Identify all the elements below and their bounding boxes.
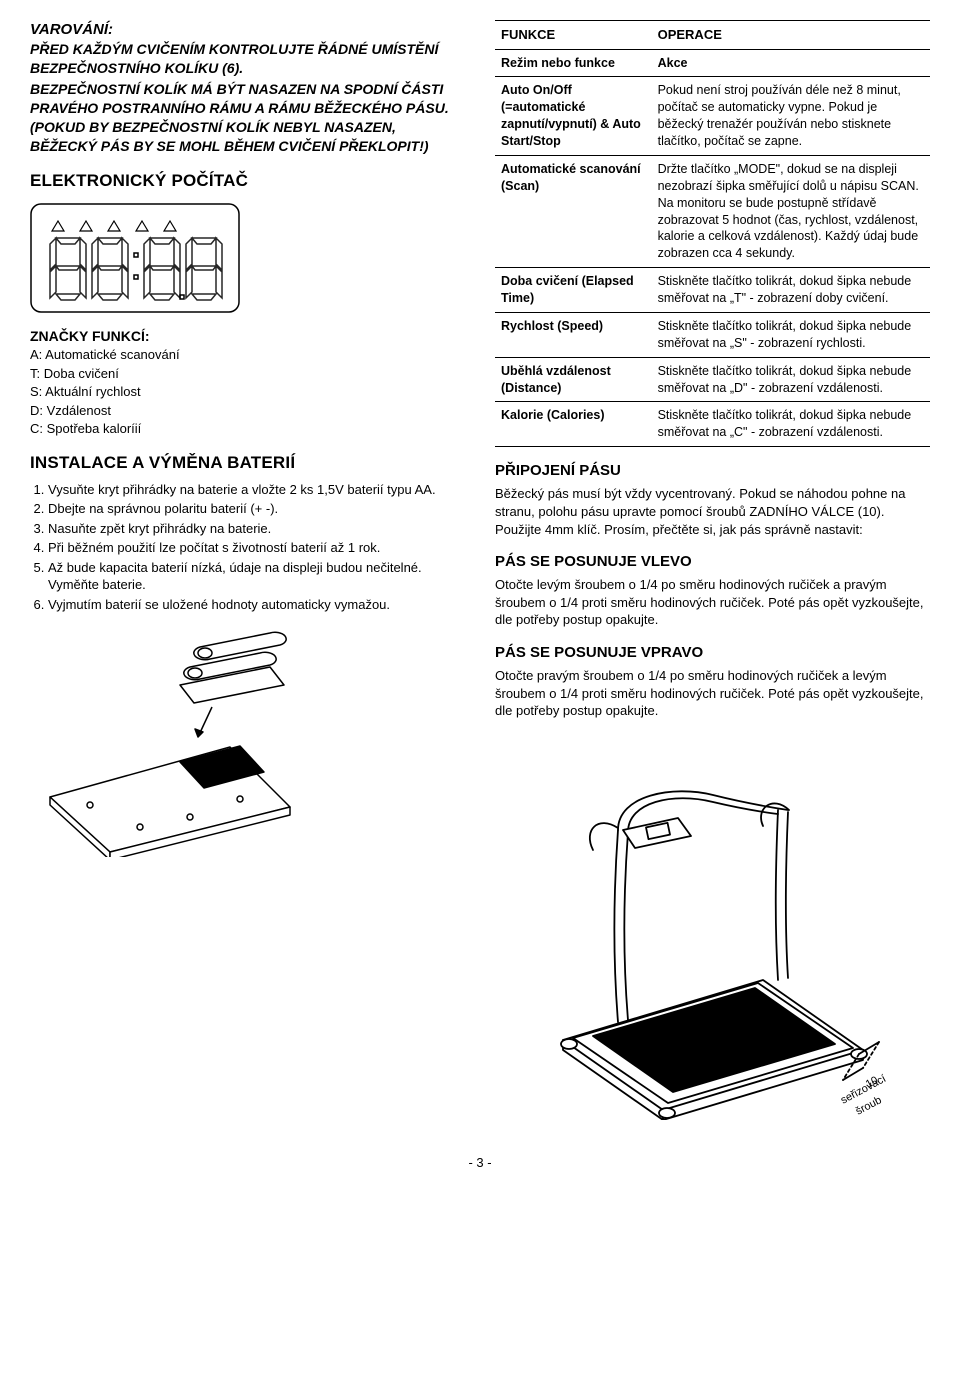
battery-figure [30,627,465,862]
belt-right-paragraph: Otočte pravým šroubem o 1/4 po směru hod… [495,667,930,720]
warning-title: VAROVÁNÍ: [30,20,465,40]
fn-item: S: Aktuální rychlost [30,383,465,401]
battery-steps: Vysuňte kryt přihrádky na baterie a vlož… [30,481,465,614]
row-f: Uběhlá vzdálenost (Distance) [495,357,652,402]
page-number: - 3 - [30,1154,930,1172]
row-o: Stiskněte tlačítko tolikrát, dokud šipka… [652,268,930,313]
step: Vyjmutím baterií se uložené hodnoty auto… [48,596,465,614]
belt-paragraph: Běžecký pás musí být vždy vycentrovaný. … [495,485,930,538]
row-o: Držte tlačítko „MODE", dokud se na displ… [652,155,930,267]
heading-belt: PŘIPOJENÍ PÁSU [495,461,930,481]
row-o: Stiskněte tlačítko tolikrát, dokud šipka… [652,402,930,447]
fn-item: A: Automatické scanování [30,346,465,364]
step: Nasuňte zpět kryt přihrádky na baterie. [48,520,465,538]
row-f: Kalorie (Calories) [495,402,652,447]
belt-left-paragraph: Otočte levým šroubem o 1/4 po směru hodi… [495,576,930,629]
row-o: Stiskněte tlačítko tolikrát, dokud šipka… [652,312,930,357]
left-column: VAROVÁNÍ: PŘED KAŽDÝM CVIČENÍM KONTROLUJ… [30,20,465,1124]
step: Při běžném použití lze počítat s životno… [48,539,465,557]
heading-belt-right: PÁS SE POSUNUJE VPRAVO [495,643,930,663]
row-f: Auto On/Off (=automatické zapnutí/vypnut… [495,77,652,156]
row-f: Automatické scanování (Scan) [495,155,652,267]
step: Vysuňte kryt přihrádky na baterie a vlož… [48,481,465,499]
row-f: Rychlost (Speed) [495,312,652,357]
heading-battery: INSTALACE A VÝMĚNA BATERIÍ [30,452,465,475]
row-o: Stiskněte tlačítko tolikrát, dokud šipka… [652,357,930,402]
warning-paragraph-2: BEZPEČNOSTNÍ KOLÍK MÁ BÝT NASAZEN NA SPO… [30,80,465,156]
functions-heading: ZNAČKY FUNKCÍ: [30,327,465,346]
functions-table: FUNKCE OPERACE Režim nebo funkce Akce Au… [495,20,930,447]
table-subhead-funkce: Režim nebo funkce [495,49,652,77]
fn-item: T: Doba cvičení [30,365,465,383]
right-column: FUNKCE OPERACE Režim nebo funkce Akce Au… [495,20,930,1124]
fn-item: C: Spotřeba kaloríií [30,420,465,438]
table-head-funkce: FUNKCE [495,21,652,50]
row-f: Doba cvičení (Elapsed Time) [495,268,652,313]
step: Až bude kapacita baterií nízká, údaje na… [48,559,465,594]
heading-belt-left: PÁS SE POSUNUJE VLEVO [495,552,930,572]
treadmill-figure: 10 seřizovací šroub [495,740,930,1125]
step: Dbejte na správnou polaritu baterií (+ -… [48,500,465,518]
fn-item: D: Vzdálenost [30,402,465,420]
functions-list: A: Automatické scanování T: Doba cvičení… [30,346,465,438]
row-o: Pokud není stroj používán déle než 8 min… [652,77,930,156]
table-subhead-operace: Akce [652,49,930,77]
warning-paragraph-1: PŘED KAŽDÝM CVIČENÍM KONTROLUJTE ŘÁDNÉ U… [30,40,465,78]
lcd-display-figure [30,203,465,318]
heading-computer: ELEKTRONICKÝ POČÍTAČ [30,170,465,193]
table-head-operace: OPERACE [652,21,930,50]
